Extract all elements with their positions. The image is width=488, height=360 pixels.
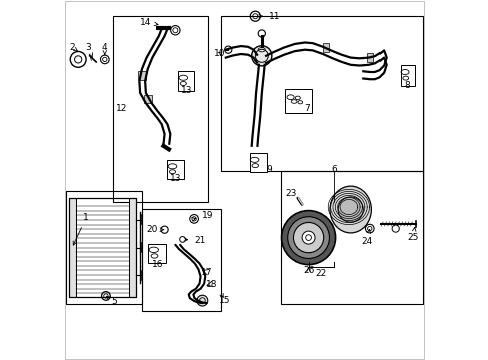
Text: 2: 2 [69, 43, 78, 52]
Bar [167, 160, 183, 179]
Ellipse shape [329, 186, 371, 233]
Bar [142, 209, 221, 311]
Text: 7: 7 [304, 104, 310, 113]
Bar [285, 89, 311, 112]
Text: 8: 8 [404, 81, 409, 90]
Bar [138, 71, 146, 80]
Text: 17: 17 [201, 269, 212, 277]
Bar [66, 191, 142, 304]
Text: 13: 13 [181, 86, 192, 95]
Text: 26: 26 [302, 266, 314, 275]
Text: 12: 12 [116, 104, 127, 112]
Text: 23: 23 [285, 189, 296, 198]
Text: 4: 4 [102, 43, 107, 55]
Bar [113, 16, 208, 202]
Bar [249, 153, 266, 172]
Text: 20: 20 [146, 225, 163, 234]
Circle shape [251, 46, 271, 66]
Circle shape [293, 222, 323, 253]
Text: 13: 13 [169, 174, 181, 183]
Text: 14: 14 [140, 18, 158, 27]
Bar [178, 71, 194, 91]
Text: 22: 22 [315, 269, 326, 278]
Bar [69, 198, 76, 297]
Text: 3: 3 [85, 43, 92, 57]
Circle shape [281, 211, 335, 265]
Circle shape [197, 295, 207, 306]
Text: 15: 15 [219, 293, 230, 305]
Text: 25: 25 [407, 228, 418, 242]
Bar [280, 171, 422, 304]
Circle shape [302, 231, 314, 244]
Text: 9: 9 [265, 165, 271, 174]
Text: 11: 11 [258, 12, 280, 21]
Text: 1: 1 [73, 213, 89, 245]
Text: 19: 19 [191, 211, 213, 221]
Bar [128, 198, 136, 297]
Text: 16: 16 [151, 260, 163, 269]
Text: 24: 24 [361, 230, 372, 246]
Text: 5: 5 [106, 296, 117, 306]
Bar [69, 198, 136, 297]
Bar [221, 16, 422, 171]
Bar [322, 43, 329, 52]
Text: 10: 10 [213, 49, 224, 58]
Text: 21: 21 [183, 236, 205, 245]
Bar [366, 53, 373, 62]
Text: 18: 18 [205, 280, 217, 289]
Bar [144, 95, 152, 103]
Bar [148, 244, 166, 264]
Circle shape [287, 217, 329, 258]
Circle shape [337, 197, 363, 222]
Bar [400, 65, 415, 86]
Text: 6: 6 [330, 165, 336, 174]
